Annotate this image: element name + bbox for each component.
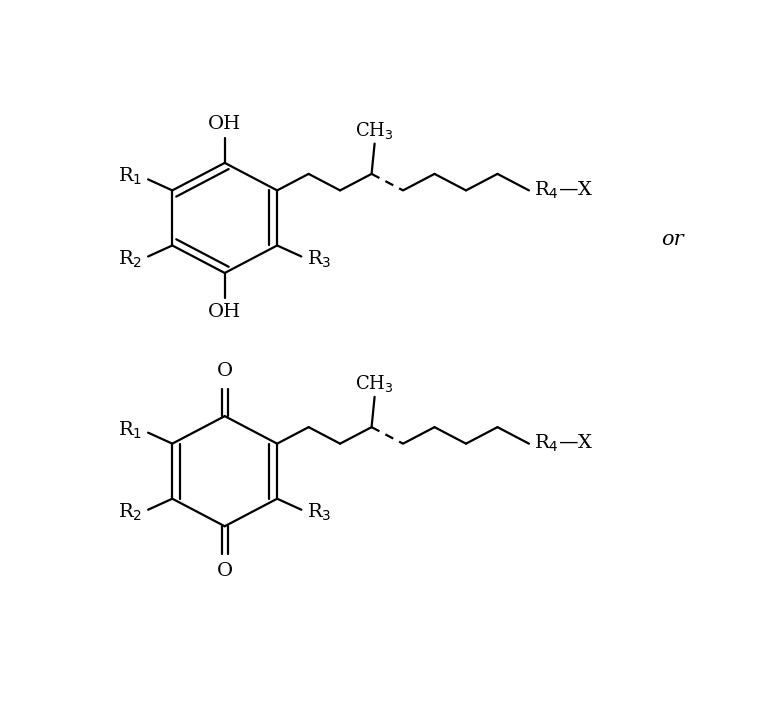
Text: R$_3$: R$_3$	[308, 502, 332, 523]
Text: or: or	[662, 230, 684, 250]
Text: R$_3$: R$_3$	[308, 249, 332, 270]
Text: R$_1$: R$_1$	[118, 166, 142, 187]
Text: CH$_3$: CH$_3$	[355, 373, 394, 394]
Text: O: O	[216, 363, 233, 380]
Text: R$_2$: R$_2$	[118, 502, 142, 523]
Text: O: O	[216, 562, 233, 580]
Text: OH: OH	[209, 114, 241, 132]
Text: OH: OH	[209, 303, 241, 321]
Text: R$_2$: R$_2$	[118, 249, 142, 270]
Text: CH$_3$: CH$_3$	[355, 120, 394, 141]
Text: R$_1$: R$_1$	[118, 419, 142, 440]
Text: R$_4$—X: R$_4$—X	[533, 179, 594, 201]
Text: R$_4$—X: R$_4$—X	[533, 433, 594, 454]
